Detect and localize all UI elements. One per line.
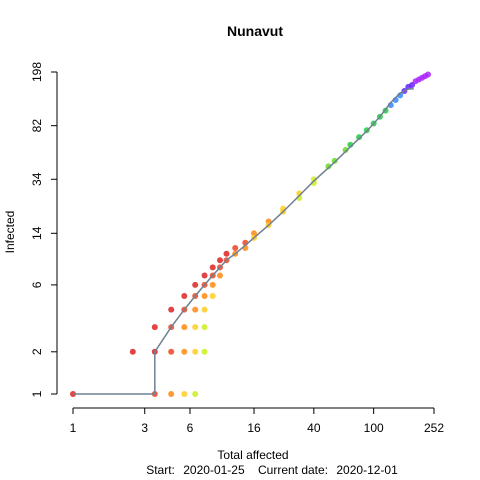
simulation-point	[181, 324, 188, 331]
simulation-point	[209, 281, 216, 288]
x-axis-label: Total affected	[217, 448, 288, 462]
footer-start-label: Start:	[146, 463, 175, 477]
simulation-point	[168, 348, 175, 355]
axes-layer: 1 3 6 16 40 100 252 1 2 6 14 34 82 198	[30, 62, 444, 435]
x-tick-label: 252	[424, 421, 444, 435]
simulation-point	[310, 179, 317, 186]
y-tick-label: 6	[30, 281, 44, 288]
simulation-point	[192, 391, 199, 397]
simulation-point	[325, 163, 332, 170]
footer-line: Start: 2020-01-25 Current date: 2020-12-…	[146, 463, 398, 477]
y-tick-label: 198	[30, 62, 44, 82]
footer-start-date: 2020-01-25	[183, 463, 245, 477]
simulation-point	[181, 391, 188, 397]
chart-title: Nunavut	[227, 23, 283, 39]
simulation-point	[168, 306, 175, 313]
y-tick-label: 82	[30, 119, 44, 133]
footer-current-date: 2020-12-01	[336, 463, 398, 477]
simulation-point	[181, 348, 188, 355]
y-tick-label: 2	[30, 348, 44, 355]
simulation-point	[151, 324, 158, 331]
x-tick-label: 6	[187, 421, 194, 435]
y-tick-label: 34	[30, 172, 44, 186]
simulation-point	[192, 324, 199, 331]
simulation-point	[181, 293, 188, 300]
y-tick-label: 14	[30, 226, 44, 240]
simulation-point	[201, 293, 208, 300]
simulation-point	[201, 306, 208, 313]
simulation-point	[129, 348, 136, 355]
simulation-point	[201, 272, 208, 279]
x-tick-label: 16	[247, 421, 261, 435]
simulation-point	[209, 264, 216, 271]
simulation-point	[342, 146, 349, 153]
simulation-point	[209, 293, 216, 300]
x-tick-label: 40	[307, 421, 321, 435]
x-tick-label: 3	[141, 421, 148, 435]
y-tick-label: 1	[30, 390, 44, 397]
x-tick-label: 100	[364, 421, 384, 435]
simulation-point	[192, 348, 199, 355]
simulation-point	[216, 257, 223, 264]
x-ticks: 1 3 6 16 40 100 252	[70, 408, 444, 435]
simulation-point	[192, 306, 199, 313]
simulation-point	[192, 281, 199, 288]
y-ticks: 1 2 6 14 34 82 198	[30, 62, 57, 397]
simulation-point	[223, 250, 230, 257]
simulation-point	[201, 348, 208, 355]
simulation-point	[331, 157, 338, 164]
simulation-point	[216, 272, 223, 279]
simulation-point	[356, 134, 363, 141]
simulation-point	[168, 391, 175, 397]
footer-current-label: Current date:	[258, 463, 328, 477]
plot-layer	[70, 71, 432, 397]
simulation-point	[201, 324, 208, 331]
x-tick-label: 1	[70, 421, 77, 435]
y-axis-label: Infected	[3, 211, 17, 254]
observed-path-line	[73, 88, 414, 395]
simulation-point	[425, 71, 432, 78]
simulation-point	[232, 244, 239, 251]
simulation-point	[251, 230, 258, 237]
